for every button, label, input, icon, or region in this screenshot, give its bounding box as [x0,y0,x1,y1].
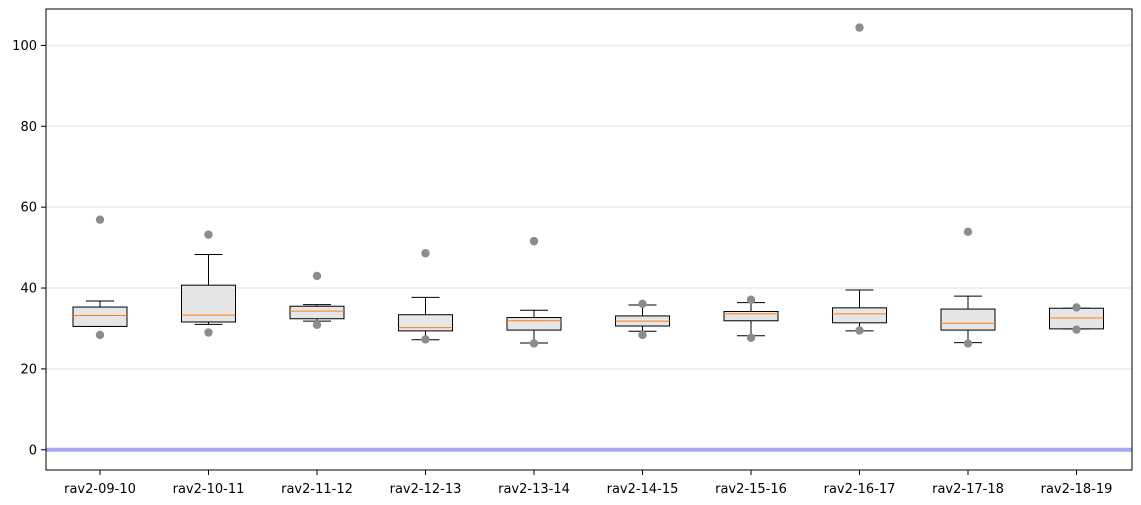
plot-frame [45,8,1133,471]
x-tick-label: rav2-13-14 [498,482,570,497]
box-rav2-11-12 [289,271,345,330]
outlier-point [746,295,756,304]
y-tick-label: 60 [20,201,37,216]
x-tick-label: rav2-15-16 [715,482,787,497]
outlier-point [529,339,539,348]
outlier-point [963,339,973,348]
box-rav2-09-10 [72,215,128,340]
y-tick-label: 20 [20,362,37,377]
y-tick-label: 80 [20,120,37,135]
x-tick-label: rav2-17-18 [932,482,1004,497]
box-rav2-17-18 [940,227,996,348]
x-tick-label: rav2-10-11 [173,482,245,497]
x-tick-label: rav2-14-15 [607,482,679,497]
axes-layer: 0 20 40 60 80 100 rav2-09-10 rav2-10-11 rav2-11-… [12,8,1133,497]
outlier-point [204,230,213,239]
box-rav2-14-15 [615,299,670,340]
outlier-point [529,236,539,246]
box-body [398,314,453,332]
y-tick-label: 100 [12,39,37,54]
outlier-point [1072,325,1081,334]
x-tick-label: rav2-16-17 [824,482,896,497]
outlier-point [95,330,105,340]
box-body [723,310,779,322]
box-body [289,305,345,320]
outlier-point [312,320,322,330]
x-tick-label: rav2-11-12 [281,482,353,497]
box-body [832,307,887,324]
box-body [72,306,128,327]
outlier-point [204,328,213,337]
box-rav2-16-17 [832,23,887,335]
x-tick-label: rav2-12-13 [390,482,462,497]
box-rav2-15-16 [723,295,779,342]
outlier-point [421,335,430,344]
box-rav2-18-19 [1049,303,1104,334]
outlier-point [1072,303,1081,312]
outlier-point [312,271,322,281]
outlier-point [855,326,864,335]
outlier-point [638,299,647,308]
outlier-point [95,215,105,224]
box-body [940,308,996,331]
x-tick-label: rav2-09-10 [64,482,136,497]
y-tick-label: 40 [20,282,37,297]
outlier-point [855,23,864,32]
grid-layer [46,44,1132,451]
box-body [181,284,236,323]
box-rav2-12-13 [398,249,453,344]
outlier-point [638,330,647,340]
box-body [506,317,562,331]
outlier-point [963,227,973,237]
box-rav2-10-11 [181,230,236,337]
outlier-point [746,333,756,342]
x-tick-label: rav2-18-19 [1041,482,1113,497]
outlier-point [421,249,430,258]
boxes-layer [72,23,1104,348]
y-tick-label: 0 [29,443,37,458]
box-rav2-13-14 [506,236,562,348]
